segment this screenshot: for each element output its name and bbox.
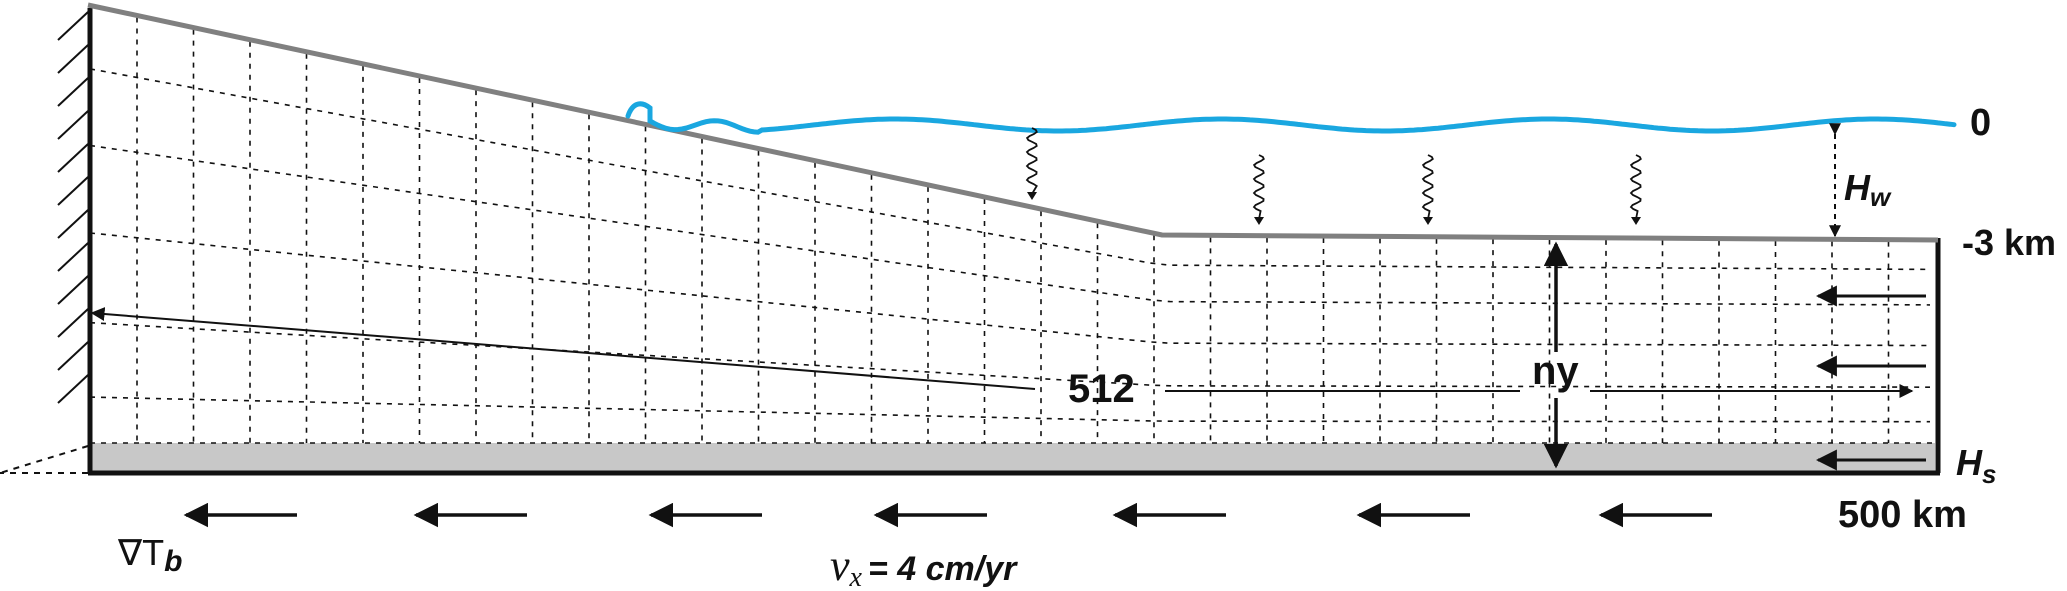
velocity-label: vx = 4 cm/yr bbox=[830, 541, 1018, 591]
seafloor-surface bbox=[87, 2, 1939, 243]
hatch-mark bbox=[57, 242, 89, 272]
sediment-layer bbox=[90, 443, 1935, 473]
wavy-arrow-shaft bbox=[1252, 154, 1265, 220]
grid-row-line bbox=[89, 321, 1931, 389]
grid-row-line bbox=[89, 396, 1930, 423]
wavy-arrow-icon bbox=[1025, 127, 1038, 200]
velocity-symbol: v bbox=[830, 541, 850, 590]
hatch-mark bbox=[57, 374, 89, 404]
ny-label: ny bbox=[1532, 349, 1579, 393]
wavy-arrow-shaft bbox=[1421, 154, 1434, 220]
hatch-mark bbox=[57, 143, 89, 173]
hatch-mark bbox=[57, 308, 89, 338]
water-surface bbox=[625, 101, 1957, 135]
sediment-thickness-subscript: s bbox=[1982, 459, 1996, 489]
water-depth-label: Hw bbox=[1844, 167, 1892, 212]
velocity-subscript: x bbox=[849, 562, 863, 591]
hatch-mark bbox=[57, 77, 89, 107]
length-label: 500 km bbox=[1838, 494, 1967, 536]
hatch-mark bbox=[57, 209, 89, 239]
wavy-arrow-icon bbox=[1421, 154, 1434, 225]
wavy-arrow-head bbox=[1423, 217, 1433, 225]
wavy-arrow-head bbox=[1027, 192, 1037, 200]
wavy-arrow-icon bbox=[1252, 154, 1265, 225]
nx-arrow-left bbox=[90, 307, 1036, 390]
depth-label-text: -3 km bbox=[1962, 222, 2056, 263]
computational-grid bbox=[89, 17, 1938, 444]
wavy-arrow-shaft bbox=[1025, 127, 1038, 195]
hatch-mark bbox=[57, 341, 89, 371]
hatched-wall-icon bbox=[57, 11, 89, 404]
wavy-arrow-head bbox=[1631, 217, 1641, 225]
wavy-arrows bbox=[1025, 127, 1642, 225]
hatch-mark bbox=[57, 44, 89, 74]
nx-label: 512 bbox=[1068, 367, 1135, 411]
hatch-mark bbox=[57, 11, 89, 41]
gradient-label: ∇Tb bbox=[117, 532, 182, 578]
hatch-mark bbox=[57, 176, 89, 206]
sea-level-label: 0 bbox=[1970, 102, 1991, 144]
grid-row-line bbox=[89, 232, 1930, 347]
grid-row-line bbox=[89, 144, 1931, 306]
wavy-arrow-icon bbox=[1629, 154, 1642, 225]
sediment-thickness-symbol: H bbox=[1956, 442, 1983, 483]
gradient-symbol: ∇T bbox=[117, 532, 164, 573]
velocity-value: = 4 cm/yr bbox=[868, 550, 1018, 588]
water-depth-symbol: H bbox=[1844, 167, 1871, 208]
wavy-arrow-head bbox=[1254, 217, 1264, 225]
extension-line-diagonal bbox=[0, 445, 89, 474]
sediment-thickness-label: Hs bbox=[1956, 442, 1996, 489]
grid-row-line bbox=[89, 68, 1931, 271]
water-depth-subscript: w bbox=[1870, 182, 1892, 212]
depth-label: -3 km bbox=[1962, 222, 2056, 263]
wavy-arrow-shaft bbox=[1629, 154, 1642, 220]
gradient-subscript: b bbox=[164, 545, 182, 578]
hatch-mark bbox=[57, 275, 89, 305]
hatch-mark bbox=[57, 110, 89, 140]
